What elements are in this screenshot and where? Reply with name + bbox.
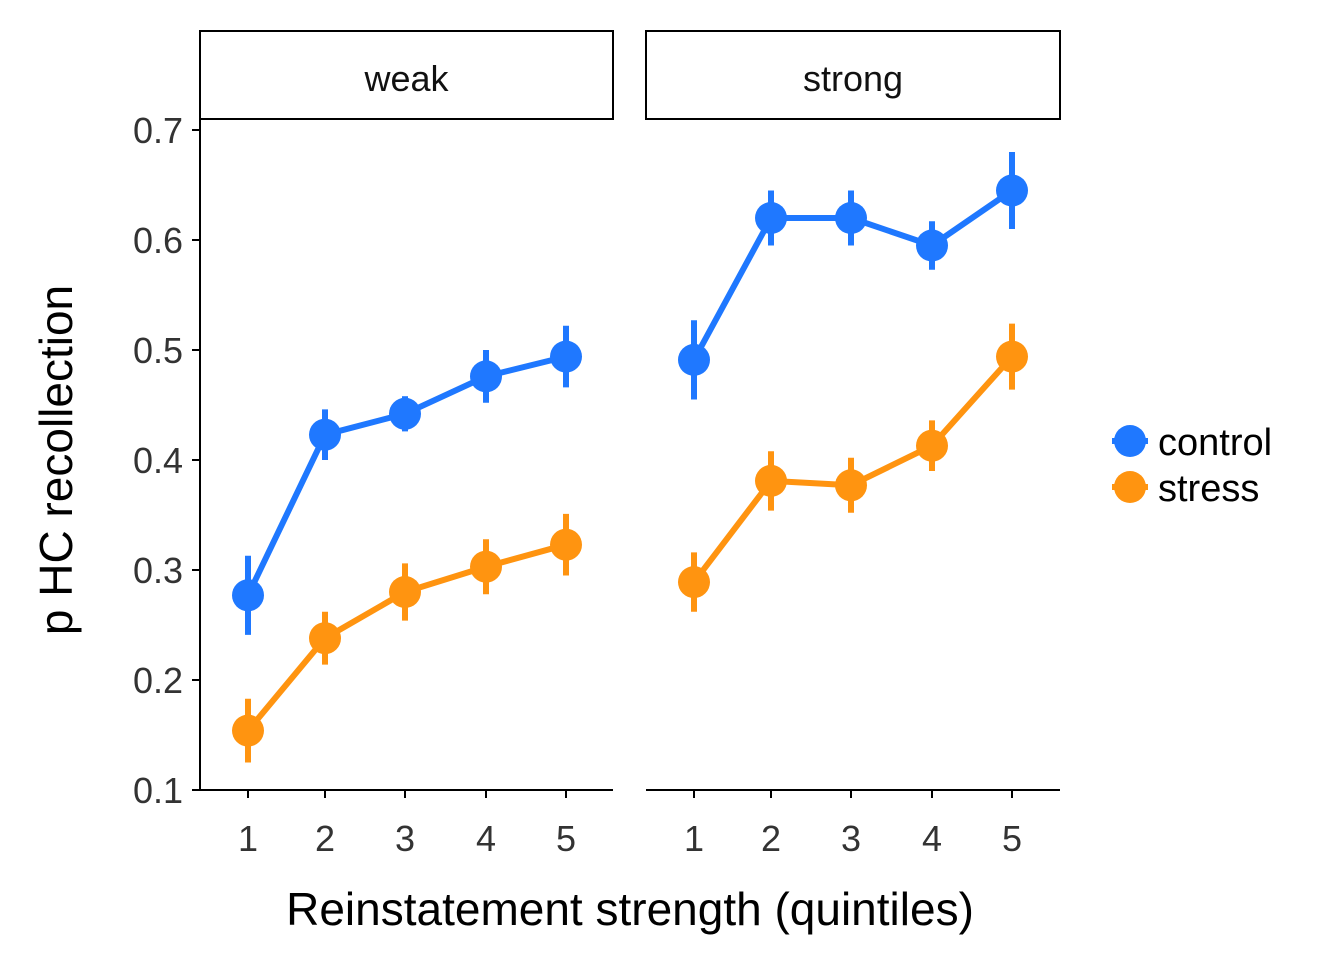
panel-strip: [199, 30, 614, 120]
legend-label: control: [1158, 422, 1272, 464]
y-tick-label: 0.2: [133, 660, 183, 701]
data-point: [309, 622, 341, 655]
y-tick-label: 0.3: [133, 550, 183, 591]
x-axis-title: Reinstatement strength (quintiles): [286, 883, 974, 935]
x-tick-label: 2: [315, 818, 335, 859]
data-point: [309, 418, 341, 451]
panel-strip-label: strong: [803, 58, 903, 99]
legend-item-control: control: [1112, 422, 1272, 464]
data-point: [916, 229, 948, 262]
data-point: [755, 464, 787, 497]
panel-strong: strong 1 2 3 4 5: [645, 30, 1061, 859]
x-tick-label: 5: [1002, 818, 1022, 859]
x-tick-label: 3: [395, 818, 415, 859]
x-tick-label: 2: [761, 818, 781, 859]
y-axis-title: p HC recollection: [30, 285, 82, 635]
chart-panels: weak 1 2 3 4 5 strong 1 2 3 4 5: [199, 30, 1061, 859]
legend-key-point: [1114, 471, 1146, 503]
y-tick-label: 0.5: [133, 330, 183, 371]
data-point: [550, 528, 582, 561]
panel-strip-label: weak: [363, 58, 449, 99]
data-point: [470, 550, 502, 583]
data-point: [996, 174, 1028, 207]
data-point: [389, 397, 421, 430]
data-point: [916, 429, 948, 462]
series-control: [232, 325, 582, 635]
data-point: [389, 576, 421, 608]
x-tick-label: 3: [841, 818, 861, 859]
data-point: [835, 469, 867, 502]
y-tick-label: 0.1: [133, 770, 183, 811]
data-point: [755, 202, 787, 234]
data-point: [835, 202, 867, 234]
data-point: [470, 360, 502, 393]
y-tick-label: 0.4: [133, 440, 183, 481]
data-point: [678, 343, 710, 376]
y-axis: 0.1 0.2 0.3 0.4 0.5 0.6 0.7: [133, 110, 201, 811]
x-tick-label: 1: [238, 818, 258, 859]
panel-weak: weak 1 2 3 4 5: [199, 30, 614, 859]
data-point: [232, 714, 264, 747]
legend-label: stress: [1158, 468, 1259, 510]
series-stress: [232, 513, 582, 763]
legend-key-point: [1114, 425, 1146, 457]
series-stress: [678, 323, 1028, 612]
y-tick-label: 0.6: [133, 220, 183, 261]
legend-item-stress: stress: [1112, 468, 1259, 510]
data-point: [996, 340, 1028, 373]
x-tick-label: 5: [556, 818, 576, 859]
data-point: [678, 566, 710, 599]
series-control: [678, 152, 1028, 400]
y-tick-label: 0.7: [133, 110, 183, 151]
x-tick-label: 1: [684, 818, 704, 859]
panel-strip: [645, 30, 1061, 120]
data-point: [550, 340, 582, 373]
data-point: [232, 579, 264, 612]
x-tick-label: 4: [476, 818, 496, 859]
x-tick-label: 4: [922, 818, 942, 859]
